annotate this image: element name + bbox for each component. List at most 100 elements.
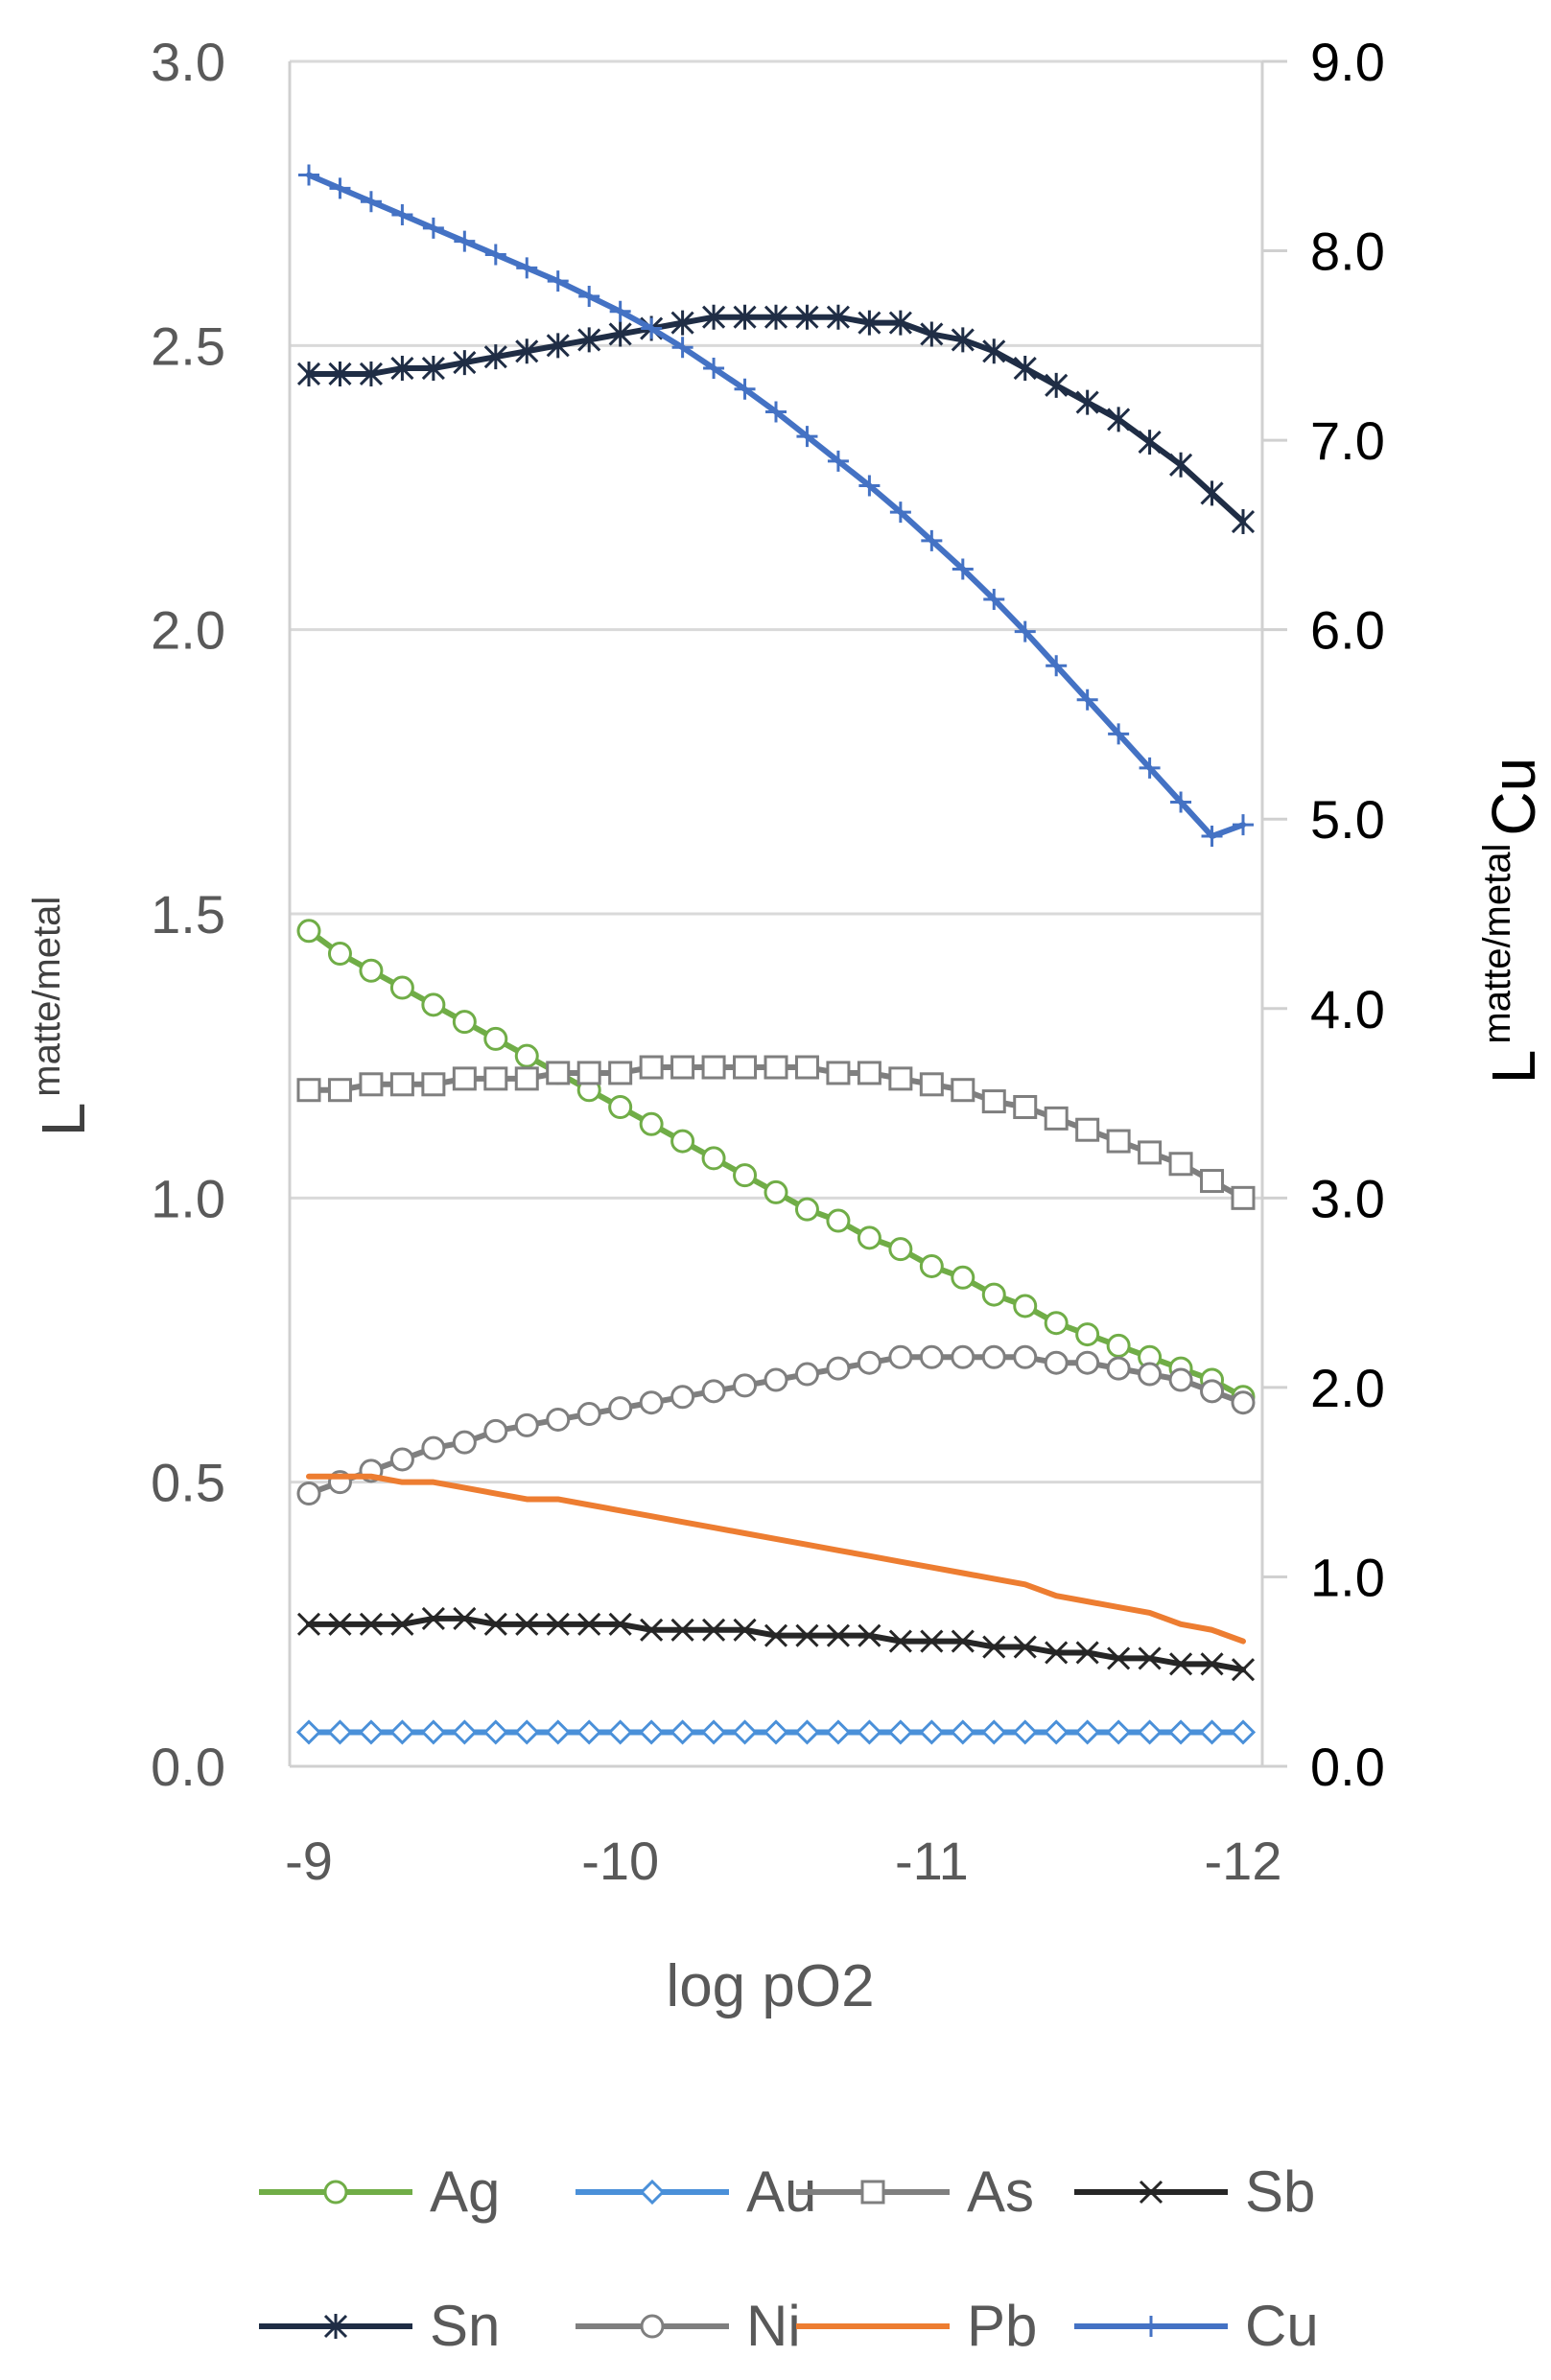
data-point-ni	[733, 1373, 758, 1398]
legend: Ag Au As Sb Sn Ni Pb Cu	[259, 2159, 1319, 2358]
legend-item-cu: Cu	[1074, 2294, 1319, 2358]
data-point-au	[1137, 1719, 1163, 1745]
data-point-as	[981, 1089, 1006, 1114]
data-point-au	[358, 1719, 385, 1745]
data-point-ni	[639, 1390, 664, 1415]
data-point-sb	[920, 1629, 944, 1653]
data-point-ni	[1231, 1390, 1256, 1415]
data-point-sb	[483, 1612, 507, 1636]
y-tick-label: 0.5	[151, 1453, 225, 1513]
data-point-ag	[452, 1010, 477, 1035]
series-group	[295, 164, 1257, 1745]
series-ag	[296, 919, 1256, 1410]
data-point-au	[981, 1719, 1007, 1745]
data-point-sb	[858, 1623, 881, 1647]
legend-marker-sb	[1139, 2180, 1163, 2205]
data-point-au	[1230, 1719, 1257, 1745]
data-point-ag	[359, 958, 384, 983]
data-point-sn	[795, 304, 819, 330]
data-point-as	[359, 1072, 384, 1097]
data-point-ag	[1013, 1294, 1038, 1318]
data-point-au	[919, 1719, 945, 1745]
legend-item-sn: Sn	[259, 2294, 500, 2358]
data-point-ag	[421, 992, 446, 1017]
data-point-as	[421, 1072, 446, 1097]
y2-tick-label: 6.0	[1310, 600, 1385, 661]
data-point-sn	[733, 304, 757, 330]
data-point-sb	[1169, 1652, 1193, 1676]
y-axis-left-title: Lmatte/metal	[26, 897, 98, 1137]
data-point-as	[546, 1061, 571, 1085]
data-point-sn	[1107, 407, 1131, 432]
data-point-ni	[1044, 1350, 1069, 1375]
series-line-cu	[306, 172, 1246, 840]
data-point-cu	[641, 317, 663, 339]
series-sb	[296, 1606, 1256, 1682]
series-ni	[296, 1344, 1256, 1506]
data-point-as	[1044, 1106, 1069, 1131]
data-point-ni	[794, 1362, 819, 1387]
data-point-ag	[327, 941, 352, 966]
y-tick-label: 1.0	[151, 1168, 225, 1228]
data-point-au	[1199, 1719, 1225, 1745]
data-point-as	[826, 1061, 851, 1085]
data-point-ni	[670, 1385, 695, 1410]
x-tick-label: -12	[1205, 1831, 1282, 1891]
data-point-au	[794, 1719, 820, 1745]
series-line-sb	[306, 1615, 1246, 1673]
series-as	[296, 1055, 1256, 1210]
data-point-sn	[608, 321, 632, 347]
data-point-ni	[1138, 1362, 1163, 1387]
data-point-ag	[857, 1225, 881, 1250]
data-point-as	[1013, 1095, 1038, 1120]
legend-item-ag: Ag	[259, 2159, 500, 2224]
data-point-cu	[734, 378, 756, 400]
series-cu	[298, 164, 1254, 848]
data-point-sb	[826, 1623, 850, 1647]
data-point-as	[389, 1072, 414, 1097]
data-point-sb	[795, 1623, 819, 1647]
data-point-au	[607, 1719, 633, 1745]
data-point-cu	[516, 257, 538, 279]
data-point-cu	[796, 426, 818, 448]
data-point-ag	[483, 1026, 508, 1051]
data-point-as	[514, 1066, 539, 1091]
data-point-ag	[951, 1265, 975, 1290]
data-point-au	[857, 1719, 882, 1745]
data-point-as	[327, 1078, 352, 1103]
data-point-ni	[1075, 1350, 1100, 1375]
legend-item-ni: Ni	[576, 2294, 801, 2358]
legend-label-sn: Sn	[430, 2294, 500, 2358]
data-point-cu	[671, 337, 693, 359]
data-point-cu	[298, 164, 319, 186]
data-point-sb	[1231, 1658, 1256, 1682]
data-point-sn	[1169, 452, 1193, 478]
data-point-as	[1168, 1152, 1193, 1177]
y2-tick-label: 7.0	[1310, 410, 1385, 471]
data-point-sb	[1013, 1635, 1037, 1659]
data-point-sb	[453, 1606, 477, 1630]
data-point-as	[1075, 1117, 1100, 1142]
data-point-as	[733, 1055, 758, 1080]
data-point-cu	[1170, 791, 1192, 813]
data-point-sb	[733, 1618, 757, 1642]
y-axis-right-title-sup: matte/metal	[1476, 844, 1518, 1044]
data-point-sn	[421, 356, 445, 382]
y-axis-left-ticks: 0.0 0.5 1.0 1.5 2.0 2.5 3.0	[151, 32, 225, 1797]
data-point-au	[482, 1719, 508, 1745]
data-point-sb	[1107, 1646, 1131, 1670]
data-point-cu	[360, 191, 382, 213]
data-point-cu	[329, 177, 351, 199]
data-point-cu	[1076, 688, 1098, 711]
data-point-sn	[1138, 430, 1162, 455]
data-point-ni	[951, 1344, 975, 1369]
legend-marker-sn	[323, 2314, 348, 2339]
x-axis-title: log pO2	[666, 1953, 874, 2019]
series-line-pb	[306, 1473, 1246, 1645]
y-axis-left-title-sup: matte/metal	[26, 897, 68, 1097]
data-point-ni	[546, 1407, 571, 1432]
data-point-ag	[733, 1163, 758, 1188]
data-point-ag	[701, 1146, 726, 1171]
data-point-sn	[1045, 372, 1069, 398]
